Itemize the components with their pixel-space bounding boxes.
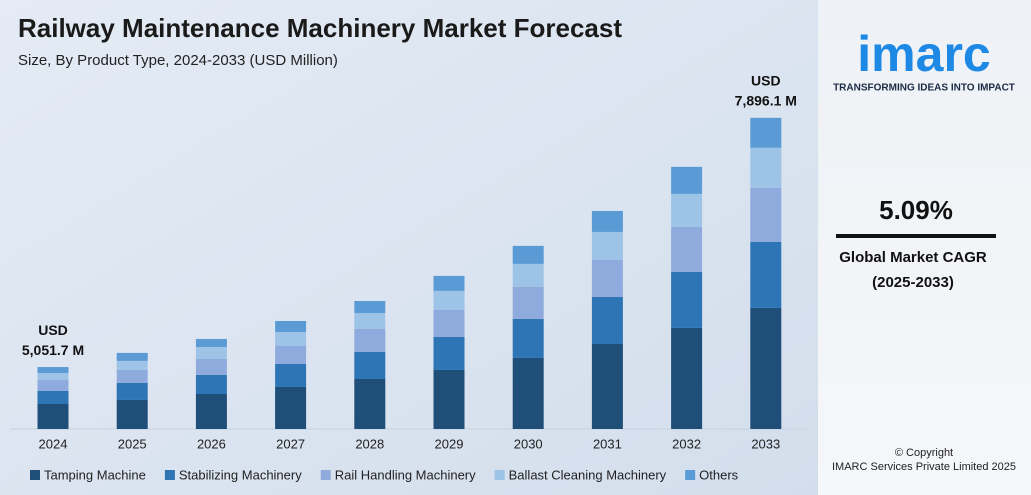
chart-title: Railway Maintenance Machinery Market For… bbox=[18, 13, 622, 43]
bar-segment bbox=[591, 343, 623, 429]
x-tick-label: 2025 bbox=[118, 436, 147, 451]
bar-segment bbox=[275, 363, 307, 387]
bar-segment bbox=[116, 399, 148, 429]
legend-swatch bbox=[494, 470, 505, 480]
bar-segment bbox=[354, 313, 386, 329]
legend-label: Ballast Cleaning Machinery bbox=[509, 467, 667, 482]
bar-segment bbox=[354, 300, 386, 314]
cagr-label: Global Market CAGR bbox=[839, 249, 987, 266]
bar-segment bbox=[671, 327, 703, 429]
x-tick-label: 2030 bbox=[514, 436, 543, 451]
logo: imarc bbox=[857, 26, 990, 82]
legend-label: Others bbox=[699, 467, 739, 482]
x-tick-label: 2026 bbox=[197, 436, 226, 451]
bar-segment bbox=[37, 391, 69, 404]
divider bbox=[836, 234, 996, 238]
bar-segment bbox=[37, 367, 69, 374]
legend-label: Tamping Machine bbox=[44, 467, 146, 482]
bar-segment bbox=[275, 321, 307, 332]
cagr-period: (2025-2033) bbox=[872, 274, 954, 291]
bar-segment bbox=[433, 336, 465, 370]
bar-segment bbox=[37, 373, 69, 381]
bar-segment bbox=[354, 328, 386, 352]
x-tick-label: 2027 bbox=[276, 436, 305, 451]
annotation: USD bbox=[38, 322, 68, 338]
bar-segment bbox=[433, 309, 465, 337]
bar-segment bbox=[116, 360, 148, 370]
legend-swatch bbox=[685, 470, 696, 480]
chart-subtitle: Size, By Product Type, 2024-2033 (USD Mi… bbox=[18, 52, 338, 69]
cagr-value: 5.09% bbox=[879, 195, 953, 225]
bar-segment bbox=[512, 286, 544, 319]
x-tick-label: 2032 bbox=[672, 436, 701, 451]
annotation: 7,896.1 M bbox=[735, 93, 797, 109]
bar-segment bbox=[591, 296, 623, 344]
bar-segment bbox=[750, 307, 782, 429]
x-tick-label: 2024 bbox=[39, 436, 68, 451]
bar-segment bbox=[195, 346, 227, 359]
tagline: TRANSFORMING IDEAS INTO IMPACT bbox=[833, 83, 1015, 94]
annotation: 5,051.7 M bbox=[22, 342, 84, 358]
bar-segment bbox=[512, 263, 544, 287]
bar-segment bbox=[116, 369, 148, 383]
bar-segment bbox=[750, 187, 782, 242]
x-tick-label: 2029 bbox=[435, 436, 464, 451]
bar-segment bbox=[195, 393, 227, 429]
copyright: © Copyright bbox=[895, 447, 953, 459]
bar-segment bbox=[195, 374, 227, 394]
legend-label: Stabilizing Machinery bbox=[179, 467, 302, 482]
annotation: USD bbox=[751, 73, 781, 89]
bar-segment bbox=[275, 331, 307, 347]
bar-segment bbox=[512, 245, 544, 264]
bar-segment bbox=[512, 357, 544, 429]
bar-segment bbox=[354, 378, 386, 429]
bar-segment bbox=[275, 386, 307, 429]
x-tick-label: 2033 bbox=[751, 436, 780, 451]
x-tick-label: 2031 bbox=[593, 436, 622, 451]
bar-segment bbox=[671, 226, 703, 272]
company: IMARC Services Private Limited 2025 bbox=[832, 461, 1016, 473]
bar-segment bbox=[750, 117, 782, 148]
legend-swatch bbox=[30, 470, 40, 480]
bar-segment bbox=[37, 403, 69, 429]
bar-segment bbox=[116, 382, 148, 400]
bar-segment bbox=[591, 210, 623, 232]
bar-segment bbox=[354, 351, 386, 379]
bar-segment bbox=[512, 318, 544, 358]
bar-segment bbox=[195, 338, 227, 347]
bar-segment bbox=[591, 259, 623, 297]
bar-segment bbox=[671, 271, 703, 328]
bar-segment bbox=[433, 275, 465, 291]
bar-segment bbox=[750, 241, 782, 308]
bar-segment bbox=[37, 380, 69, 392]
bar-segment bbox=[275, 346, 307, 364]
bar-segment bbox=[433, 290, 465, 310]
bar-segment bbox=[116, 352, 148, 361]
bar-segment bbox=[671, 193, 703, 227]
bar-segment bbox=[433, 369, 465, 429]
bar-segment bbox=[750, 147, 782, 188]
x-tick-label: 2028 bbox=[355, 436, 384, 451]
bar-segment bbox=[591, 231, 623, 260]
legend-swatch bbox=[164, 470, 175, 480]
bar-segment bbox=[195, 358, 227, 375]
side-panel bbox=[818, 0, 1031, 495]
bar-segment bbox=[671, 166, 703, 194]
legend-swatch bbox=[320, 470, 331, 480]
legend-label: Rail Handling Machinery bbox=[335, 467, 476, 482]
